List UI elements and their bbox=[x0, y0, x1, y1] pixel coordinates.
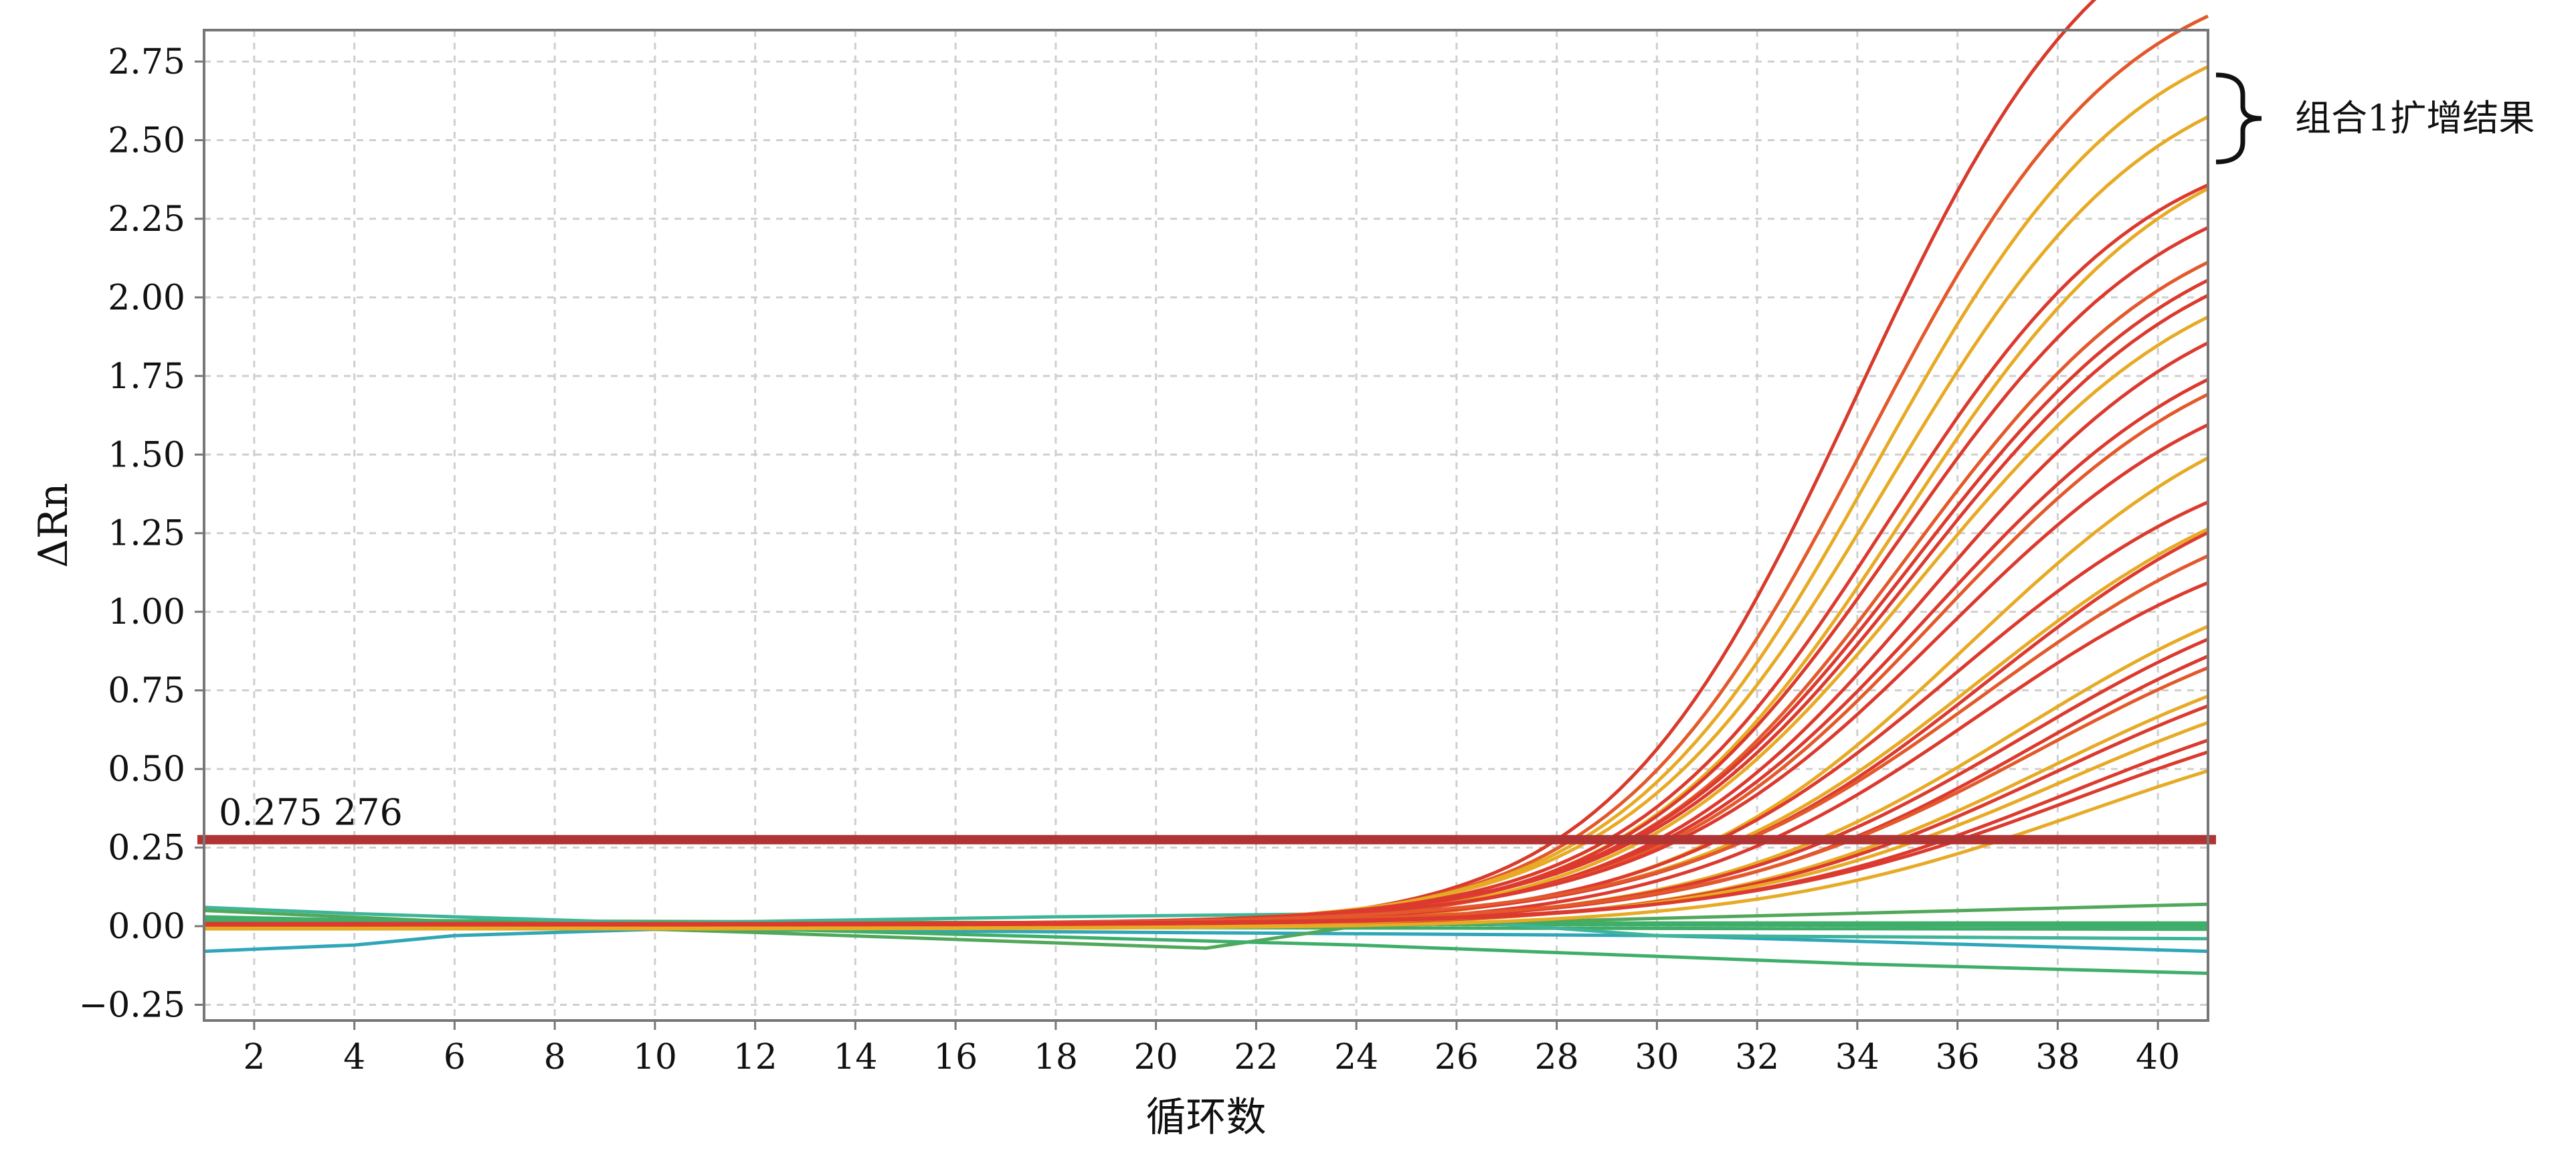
y-tick-label: 2.00 bbox=[108, 278, 185, 318]
x-axis-title: 循环数 bbox=[1146, 1094, 1267, 1141]
y-tick-label: 1.75 bbox=[108, 357, 185, 397]
x-axis-ticks: 2 4 6 8 10 12 14 16 18 20 22 24 26 28 30 32 34 36 38 40 bbox=[243, 1021, 2180, 1077]
y-axis-title: ΔRn bbox=[30, 482, 77, 567]
y-tick-label: −0.25 bbox=[79, 986, 185, 1026]
y-tick-label: 1.00 bbox=[108, 592, 185, 632]
y-axis-ticks: −0.25 0.00 0.25 0.50 0.75 1.00 1.25 1.50 1.75 2.0… bbox=[79, 42, 204, 1026]
x-tick-label: 30 bbox=[1635, 1037, 1679, 1077]
x-tick-label: 20 bbox=[1134, 1037, 1178, 1077]
y-tick-label: 0.25 bbox=[108, 828, 185, 869]
y-tick-label: 1.25 bbox=[108, 514, 185, 554]
annotation-label: 组合1扩增结果 bbox=[2295, 97, 2535, 139]
annotation-brace bbox=[2215, 72, 2262, 165]
curves bbox=[203, 0, 2209, 975]
x-tick-label: 4 bbox=[343, 1037, 365, 1077]
y-tick-label: 0.00 bbox=[108, 907, 185, 947]
x-tick-label: 2 bbox=[243, 1037, 265, 1077]
amplification-curve[interactable] bbox=[204, 769, 2209, 931]
x-tick-label: 32 bbox=[1735, 1037, 1779, 1077]
x-tick-label: 14 bbox=[833, 1037, 877, 1077]
x-tick-label: 24 bbox=[1334, 1037, 1378, 1077]
x-tick-label: 16 bbox=[933, 1037, 978, 1077]
baseline-curve[interactable] bbox=[203, 905, 2209, 941]
x-tick-label: 34 bbox=[1835, 1037, 1879, 1077]
threshold-label: 0.275 276 bbox=[219, 792, 403, 834]
y-tick-label: 0.75 bbox=[108, 671, 185, 711]
y-tick-label: 0.50 bbox=[108, 749, 185, 790]
y-tick-label: 2.75 bbox=[108, 42, 185, 82]
threshold: 0.275 276 bbox=[197, 792, 2216, 845]
x-tick-label: 12 bbox=[733, 1037, 777, 1077]
x-tick-label: 18 bbox=[1034, 1037, 1078, 1077]
x-tick-label: 36 bbox=[1936, 1037, 1980, 1077]
amplification-curve[interactable] bbox=[204, 750, 2209, 925]
x-tick-label: 38 bbox=[2035, 1037, 2080, 1077]
x-tick-label: 28 bbox=[1535, 1037, 1579, 1077]
y-tick-label: 2.25 bbox=[108, 199, 185, 240]
x-tick-label: 6 bbox=[444, 1037, 466, 1077]
x-tick-label: 40 bbox=[2136, 1037, 2180, 1077]
plot-frame bbox=[203, 29, 2209, 1022]
baseline-curve[interactable] bbox=[203, 927, 2209, 954]
y-tick-label: 2.50 bbox=[108, 120, 185, 161]
x-tick-label: 8 bbox=[544, 1037, 566, 1077]
x-tick-label: 26 bbox=[1435, 1037, 1479, 1077]
y-tick-label: 1.50 bbox=[108, 435, 185, 475]
x-tick-label: 10 bbox=[633, 1037, 677, 1077]
x-tick-label: 22 bbox=[1234, 1037, 1278, 1077]
